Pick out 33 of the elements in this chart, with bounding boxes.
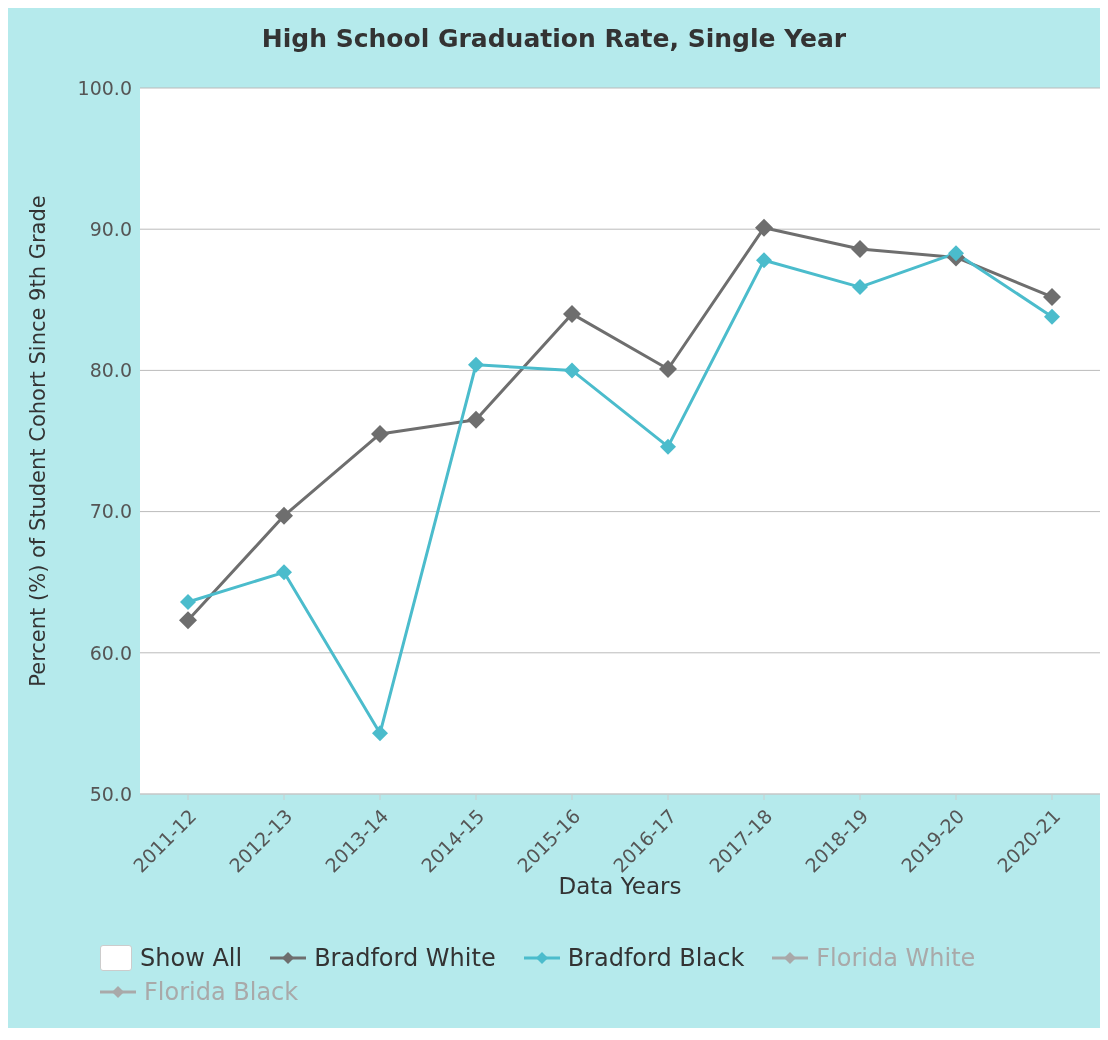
point <box>275 506 293 525</box>
point <box>467 410 485 429</box>
point <box>1043 287 1061 306</box>
legend-label: Florida White <box>816 944 976 972</box>
point <box>756 252 772 269</box>
chart-title: High School Graduation Rate, Single Year <box>260 23 848 55</box>
point <box>180 593 196 610</box>
y-tick-label: 70.0 <box>89 500 132 523</box>
y-tick-label: 90.0 <box>89 217 132 240</box>
point <box>179 611 197 630</box>
x-axis-title: Data Years <box>558 873 682 899</box>
y-tick-label: 100.0 <box>77 76 132 99</box>
point <box>371 424 389 443</box>
point <box>1044 308 1060 325</box>
point <box>659 359 677 378</box>
legend-label: Bradford White <box>314 944 496 972</box>
point <box>564 362 580 379</box>
legend-label: Bradford Black <box>567 944 745 972</box>
point <box>852 279 868 296</box>
legend-label: Florida Black <box>144 978 299 1006</box>
y-tick-label: 50.0 <box>89 782 132 805</box>
point <box>755 218 773 237</box>
point <box>851 239 869 258</box>
y-axis-title: Percent (%) of Student Cohort Since 9th Grade <box>26 195 51 687</box>
point <box>372 725 388 742</box>
y-tick-label: 80.0 <box>89 359 132 382</box>
point <box>563 304 581 323</box>
point <box>468 356 484 373</box>
y-tick-label: 60.0 <box>89 641 132 664</box>
point <box>276 564 292 581</box>
point <box>948 245 964 262</box>
text: Show All <box>140 944 243 972</box>
point <box>660 438 676 455</box>
